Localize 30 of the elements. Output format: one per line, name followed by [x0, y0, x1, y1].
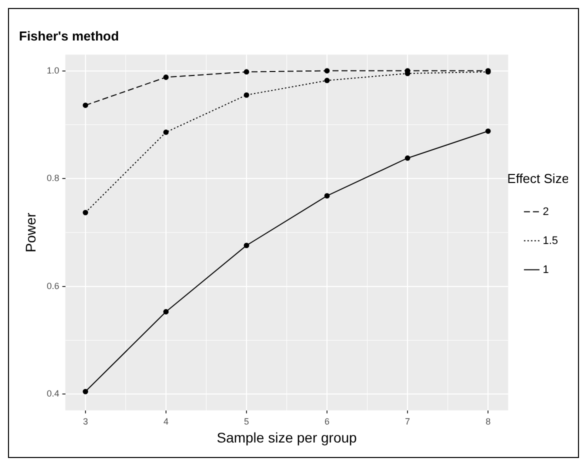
point — [244, 69, 250, 75]
point — [163, 74, 169, 80]
x-tick-label: 3 — [82, 416, 88, 426]
point — [82, 102, 88, 108]
x-tick-label: 6 — [324, 416, 330, 426]
point — [82, 210, 88, 216]
x-tick-label: 8 — [486, 416, 491, 426]
x-tick-label: 5 — [244, 416, 250, 426]
y-tick-label: 0.4 — [46, 388, 60, 399]
point — [485, 128, 491, 134]
legend-label: 1.5 — [542, 234, 558, 247]
point — [82, 388, 88, 394]
x-tick-label: 7 — [405, 416, 410, 426]
y-tick-label: 0.6 — [46, 280, 60, 291]
point — [244, 92, 250, 98]
x-axis-title: Sample size per group — [216, 429, 358, 446]
legend-label: 1 — [542, 264, 549, 276]
legend-label: 2 — [542, 206, 549, 218]
point — [244, 242, 250, 248]
y-tick-label: 1.0 — [46, 65, 60, 76]
point — [324, 193, 330, 199]
point — [163, 130, 169, 135]
y-tick-label: 0.8 — [46, 173, 60, 184]
point — [324, 68, 330, 74]
point — [163, 309, 169, 314]
x-tick-label: 4 — [163, 416, 168, 426]
chart-title: Fisher's method — [19, 28, 119, 44]
y-axis-title: Power — [22, 212, 38, 252]
point — [324, 78, 330, 84]
point — [404, 155, 410, 161]
